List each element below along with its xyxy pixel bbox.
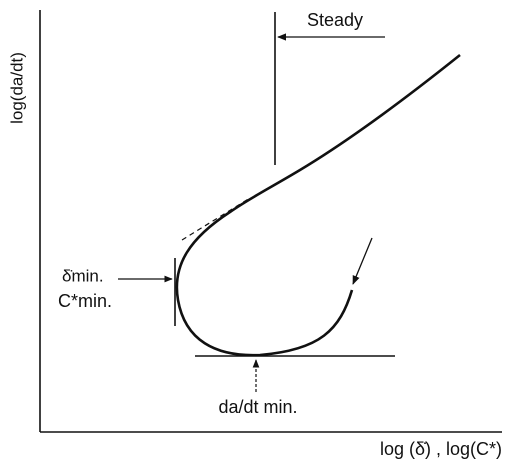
crack-growth-curve bbox=[175, 53, 461, 357]
delta-min-label: δ̇min. bbox=[62, 266, 104, 285]
start-arrow bbox=[352, 237, 373, 285]
cstar-min-label: C*min. bbox=[58, 291, 112, 311]
y-axis-label: log(da/dt) bbox=[7, 52, 26, 124]
x-axis-label: log (δ̇) , log(C*) bbox=[380, 439, 502, 459]
rate-min-label: da/dt min. bbox=[218, 397, 297, 417]
tangent-dashed bbox=[181, 197, 251, 241]
steady-label: Steady bbox=[307, 10, 363, 30]
